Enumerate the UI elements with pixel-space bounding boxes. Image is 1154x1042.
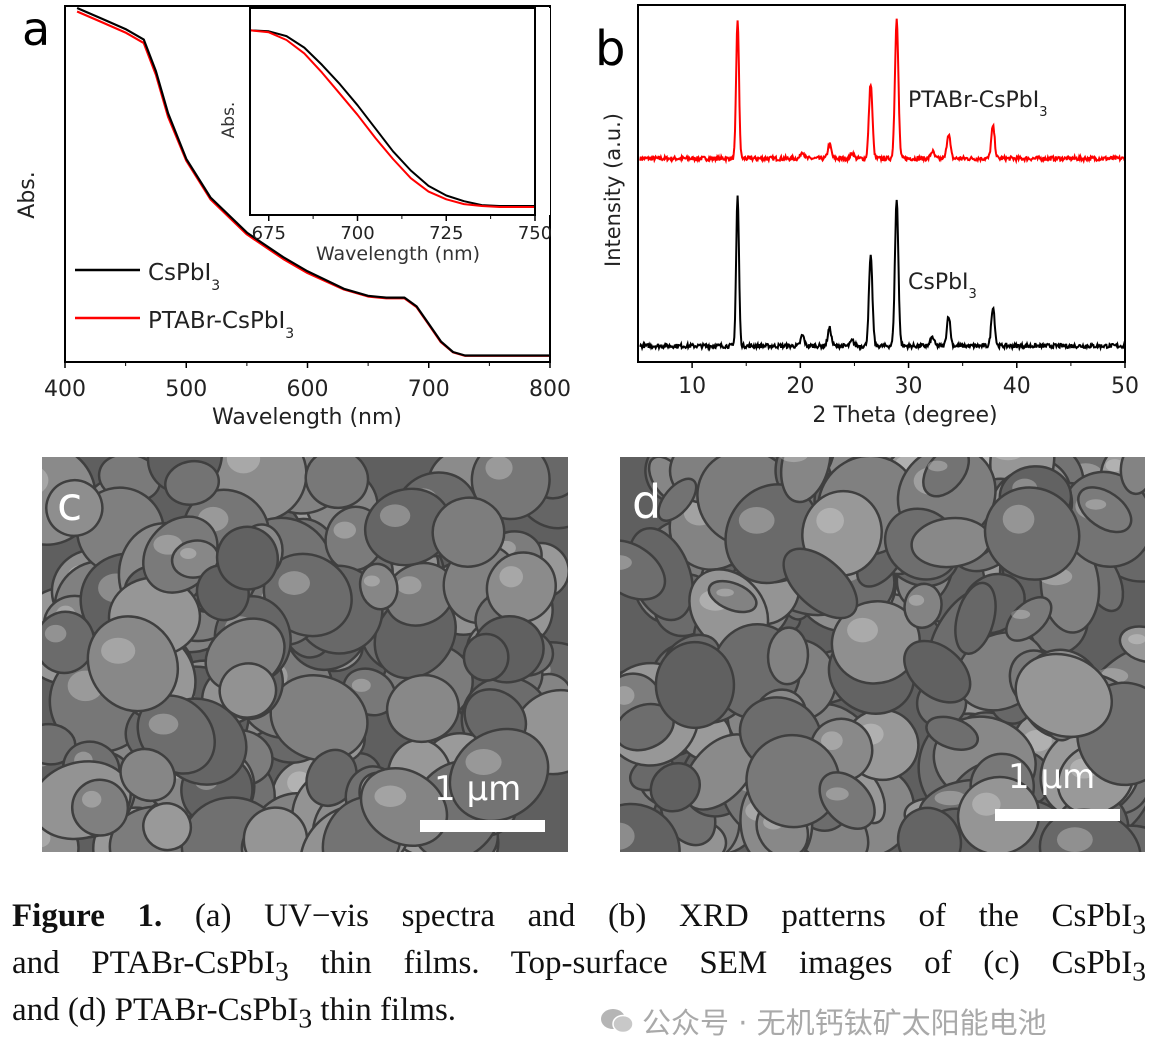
series-label-ptabr-cspbi3: PTABr-CsPbI3 xyxy=(908,88,1048,120)
panel-label-b: b xyxy=(595,21,625,77)
series-label-cspbi3: CsPbI3 xyxy=(908,270,977,302)
x-axis-label-b: 2 Theta (degree) xyxy=(812,403,997,428)
caption-sub: 3 xyxy=(1132,909,1146,940)
x-tick-label: 700 xyxy=(408,377,450,402)
scale-bar-label-c: 1 µm xyxy=(434,769,521,809)
caption-sub: 3 xyxy=(1132,956,1146,987)
caption-figure-label: Figure 1. xyxy=(12,898,162,934)
caption-line-1: Figure 1. (a) UV−vis spectra and (b) XRD… xyxy=(12,893,1146,940)
sem-image-ptabr-cspbi3: d 1 µm xyxy=(620,457,1145,852)
caption-text: and PTABr-CsPbI xyxy=(12,945,275,981)
wechat-icon xyxy=(600,1007,634,1035)
scale-bar-label-d: 1 µm xyxy=(1008,757,1095,797)
y-axis-label-b: Intensity (a.u.) xyxy=(601,113,625,267)
x-tick-label: 725 xyxy=(429,223,463,244)
xrd-pattern-cspbi3 xyxy=(640,196,1124,349)
x-tick-label: 400 xyxy=(44,377,86,402)
figure-charts: a 400 500 600 700 800 Wavelength (nm) Abs. 6… xyxy=(0,0,1154,450)
x-tick-label: 600 xyxy=(287,377,329,402)
scale-bar-c xyxy=(420,820,545,832)
x-tick-label: 700 xyxy=(340,223,374,244)
x-axis-label-a: Wavelength (nm) xyxy=(212,405,402,430)
x-tick-label: 750 xyxy=(518,223,552,244)
inset-chart: 675 700 725 750 Wavelength (nm) Abs. xyxy=(219,8,552,265)
panel-label-d: d xyxy=(632,475,661,529)
caption-text: and (d) PTABr-CsPbI xyxy=(12,992,298,1028)
caption-line-2: and PTABr-CsPbI3 thin films. Top-surface… xyxy=(12,940,1146,987)
plot-frame-b xyxy=(638,5,1125,362)
watermark: 公众号 · 无机钙钛矿太阳能电池 xyxy=(600,1000,1047,1042)
caption-sub: 3 xyxy=(298,1003,312,1034)
watermark-text: 公众号 · 无机钙钛矿太阳能电池 xyxy=(642,1000,1047,1042)
caption-text: thin films. Top-surface SEM images of (c… xyxy=(289,945,1132,981)
x-tick-label: 30 xyxy=(895,374,923,399)
sem-image-cspbi3: c 1 µm xyxy=(42,457,568,852)
grain xyxy=(655,641,735,728)
x-tick-label: 40 xyxy=(1003,374,1031,399)
legend-label-ptabr-cspbi3: PTABr-CsPbI3 xyxy=(148,308,294,342)
inset-y-axis-label: Abs. xyxy=(219,102,239,139)
scale-bar-d xyxy=(995,809,1120,821)
grain xyxy=(464,634,508,681)
legend-a: CsPbI3 PTABr-CsPbI3 xyxy=(75,260,294,342)
x-tick-label: 500 xyxy=(165,377,207,402)
x-tick-label: 50 xyxy=(1111,374,1139,399)
x-tick-label: 10 xyxy=(678,374,706,399)
xrd-chart: b 10 20 30 40 50 2 Theta (degree) Intensity … xyxy=(595,5,1139,428)
y-axis-label-a: Abs. xyxy=(15,171,40,218)
x-tick-label: 20 xyxy=(786,374,814,399)
caption-sub: 3 xyxy=(275,956,289,987)
caption-text: (a) UV−vis spectra and (b) XRD patterns … xyxy=(162,898,1132,934)
inset-x-axis-label: Wavelength (nm) xyxy=(316,243,480,265)
x-tick-label: 800 xyxy=(529,377,571,402)
legend-label-cspbi3: CsPbI3 xyxy=(148,260,220,294)
uv-vis-chart: a 400 500 600 700 800 Wavelength (nm) Abs. 6… xyxy=(15,2,571,430)
x-tick-label: 675 xyxy=(252,223,286,244)
panel-label-a: a xyxy=(22,2,50,56)
caption-text: thin films. xyxy=(312,992,456,1028)
xrd-pattern-ptabr-cspbi3 xyxy=(640,19,1124,161)
panel-label-c: c xyxy=(57,477,82,531)
